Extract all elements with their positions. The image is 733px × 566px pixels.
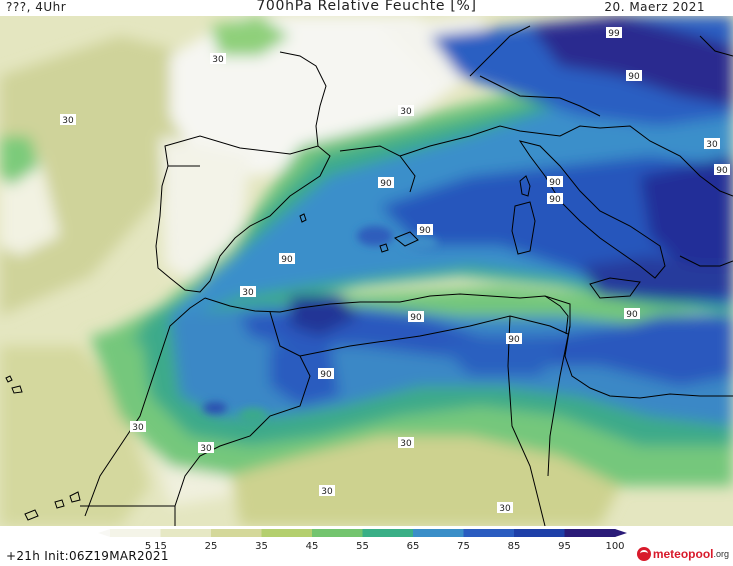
contour-label: 90 <box>626 310 638 320</box>
legend-max-arrow <box>615 529 627 537</box>
contour-label: 30 <box>400 439 412 449</box>
contour-label: 90 <box>320 370 332 380</box>
contour-labels: 30 30 30 30 30 30 30 30 30 30 30 90 90 9… <box>60 27 730 514</box>
meteopool-logo[interactable]: meteopool .org <box>636 544 729 564</box>
map-header: ???, 4Uhr 700hPa Relative Feuchte [%] 20… <box>0 0 733 16</box>
color-scale-legend: 5 15 25 35 45 55 65 75 85 95 100 <box>98 529 627 552</box>
contour-label: 90 <box>410 313 422 323</box>
legend-color-swatch <box>312 529 363 537</box>
contour-label: 90 <box>281 255 293 265</box>
contour-label: 30 <box>212 55 224 65</box>
legend-tick-label: 85 <box>508 541 521 552</box>
legend-tick-label: 65 <box>407 541 420 552</box>
legend-tick-label: 55 <box>356 541 369 552</box>
legend-tick-label: 15 <box>154 541 167 552</box>
contour-label: 90 <box>549 195 561 205</box>
contour-label: 90 <box>628 72 640 82</box>
contour-label: 90 <box>419 226 431 236</box>
legend-tick-label: 35 <box>255 541 268 552</box>
contour-label: 90 <box>716 166 728 176</box>
legend-color-swatch <box>261 529 313 537</box>
legend-tick-label: 100 <box>605 541 624 552</box>
legend-color-swatch <box>514 529 565 537</box>
contour-label: 30 <box>400 107 412 117</box>
contour-label: 90 <box>380 179 392 189</box>
map-title: 700hPa Relative Feuchte [%] <box>256 0 477 14</box>
contour-label: 30 <box>132 423 144 433</box>
contour-label: 90 <box>508 335 520 345</box>
legend-color-swatch <box>463 529 515 537</box>
contour-label: 30 <box>200 444 212 454</box>
contour-label: 90 <box>549 178 561 188</box>
contour-label: 30 <box>706 140 718 150</box>
logo-tld: .org <box>713 549 729 559</box>
humidity-map: 30 30 30 30 30 30 30 30 30 30 30 90 90 9… <box>0 16 733 526</box>
legend-color-swatch <box>564 529 616 537</box>
legend-color-swatch <box>362 529 414 537</box>
contour-label: 30 <box>62 116 74 126</box>
coastlines <box>5 25 733 526</box>
contour-label: 30 <box>499 504 511 514</box>
contour-label: 30 <box>242 288 254 298</box>
legend-color-swatch <box>160 529 212 537</box>
legend-color-swatch <box>413 529 464 537</box>
contour-label: 99 <box>608 29 620 39</box>
contour-label: 30 <box>321 487 333 497</box>
model-init-info: +21h Init:06Z19MAR2021 <box>6 549 169 563</box>
legend-min-arrow <box>98 529 110 537</box>
map-footer: 5 15 25 35 45 55 65 75 85 95 100 +21h Init:06Z19MA… <box>0 526 733 566</box>
logo-name: meteopool <box>652 547 714 561</box>
legend-tick-label: 45 <box>306 541 319 552</box>
meteopool-logo-icon <box>636 547 651 561</box>
humidity-field <box>0 16 733 526</box>
forecast-date: 20. Maerz 2021 <box>604 0 705 14</box>
legend-color-swatch <box>110 529 161 537</box>
legend-color-swatch <box>211 529 262 537</box>
legend-tick-label: 5 <box>145 541 151 552</box>
legend-tick-label: 75 <box>457 541 470 552</box>
forecast-weekday-hour: ???, 4Uhr <box>6 0 67 14</box>
legend-tick-label: 95 <box>558 541 571 552</box>
legend-tick-label: 25 <box>205 541 218 552</box>
